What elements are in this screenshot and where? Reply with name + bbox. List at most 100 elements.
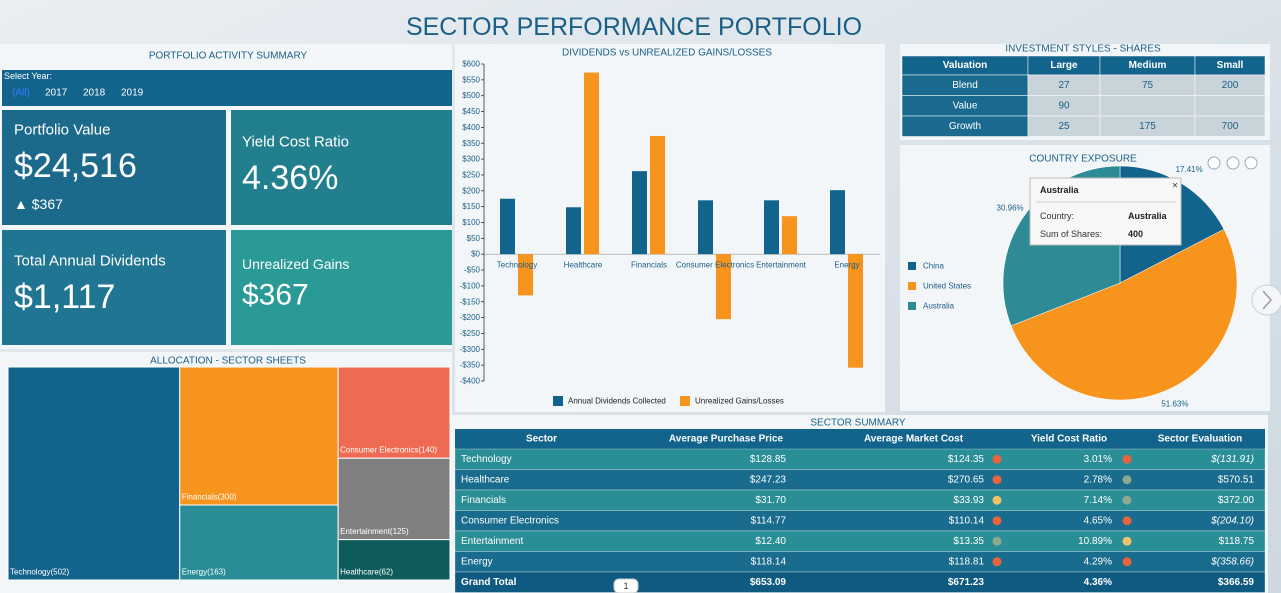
x-tick-label: Healthcare: [564, 261, 603, 270]
bar: [500, 198, 515, 255]
panel-title: SECTOR SUMMARY: [810, 418, 906, 429]
slice-label: 51.63%: [1161, 400, 1188, 409]
expand-icon[interactable]: [1207, 156, 1221, 170]
table-row: [454, 448, 1266, 470]
legend-swatch: [680, 396, 690, 406]
legend-swatch: [908, 282, 916, 290]
year-option[interactable]: 2018: [83, 88, 106, 99]
kpi-value: $1,117: [14, 278, 115, 316]
kpi-tile: [231, 230, 452, 345]
y-tick-label: -$100: [460, 281, 481, 290]
pager-number[interactable]: 1: [623, 581, 628, 591]
panel: [455, 44, 885, 412]
cell-text: Entertainment: [461, 536, 523, 547]
pager[interactable]: [613, 578, 639, 593]
status-dot: [992, 454, 1002, 464]
cell-text: $13.35: [953, 536, 984, 547]
legend-label: Australia: [923, 302, 955, 311]
treemap-cell: [337, 366, 451, 459]
treemap-cell: [179, 504, 339, 581]
cell-text: $118.14: [751, 556, 787, 567]
status-dot: [1122, 495, 1132, 505]
y-tick-label: $600: [462, 60, 480, 69]
cell-text: $570.51: [1218, 474, 1255, 485]
cell-text: Energy: [461, 556, 493, 567]
status-dot: [992, 557, 1002, 567]
legend-label: United States: [923, 282, 971, 291]
y-tick-label: $50: [467, 234, 481, 243]
year-selector: [2, 70, 452, 106]
status-dot: [992, 495, 1002, 505]
content: $600 $550 $500 $450 $400 $350 $300 $250 $200 $150…: [7, 55, 1266, 593]
year-option[interactable]: (All): [12, 88, 30, 99]
kpi-tile: [2, 110, 226, 225]
export-icon[interactable]: [1226, 156, 1240, 170]
legend-swatch: [553, 396, 563, 406]
cell-text: $247.23: [750, 474, 787, 485]
year-option[interactable]: 2017: [45, 88, 68, 99]
kpi-tile: [231, 110, 452, 225]
tooltip-value: 400: [1128, 229, 1143, 239]
table-row: [454, 551, 1266, 573]
chart-title: DIVIDENDS vs UNREALIZED GAINS/LOSSES: [562, 48, 772, 59]
status-dot: [992, 475, 1002, 485]
panel-title: PORTFOLIO ACTIVITY SUMMARY: [149, 51, 308, 62]
pie-slice: [1010, 228, 1238, 401]
y-tick-label: $450: [462, 107, 480, 116]
y-tick-label: $150: [462, 202, 480, 211]
cell-text: Consumer Electronics: [461, 515, 559, 526]
cell-text: $(358.66): [1210, 556, 1254, 567]
treemap-cell: [337, 539, 451, 581]
bar: [650, 135, 665, 255]
x-tick-label: Financials: [631, 261, 667, 270]
cell-text: $372.00: [1218, 495, 1255, 506]
table-row: [454, 469, 1266, 491]
panel-title: ALLOCATION - SECTOR SHEETS: [150, 356, 306, 367]
table-cell: [1099, 95, 1196, 117]
status-dot: [992, 536, 1002, 546]
y-tick-label: $500: [462, 91, 480, 100]
cell-text: Growth: [949, 121, 981, 132]
cell-text: 7.14%: [1084, 495, 1112, 506]
panel-title: INVESTMENT STYLES - SHARES: [1005, 44, 1161, 55]
cell-text: $12.40: [755, 536, 786, 547]
cell-text: Value: [953, 100, 978, 111]
bar: [782, 216, 797, 255]
year-option[interactable]: 2019: [121, 88, 144, 99]
tooltip-title: Australia: [1040, 185, 1080, 195]
cell-text: Technology: [461, 454, 512, 465]
tooltip-key: Sum of Shares:: [1040, 229, 1102, 239]
status-dot: [992, 516, 1002, 526]
cell-text: 4.65%: [1084, 515, 1112, 526]
header-text: Sector Evaluation: [1158, 434, 1242, 445]
cell-text: Healthcare: [461, 474, 510, 485]
cell-text: $33.93: [953, 495, 984, 506]
cell-text: $114.77: [751, 515, 787, 526]
bar: [584, 72, 599, 255]
cell-text: $118.75: [1219, 536, 1255, 547]
y-tick-label: $300: [462, 155, 480, 164]
cell-text: 175: [1139, 121, 1156, 132]
y-tick-label: $550: [462, 75, 480, 84]
table-row: [454, 489, 1266, 511]
legend-label: China: [923, 262, 944, 271]
cell-label: Entertainment(125): [340, 527, 409, 536]
cell-text: $(131.91): [1210, 454, 1254, 465]
y-tick-label: -$150: [460, 297, 481, 306]
kpi-label: Total Annual Dividends: [14, 253, 166, 270]
cell-text: 700: [1222, 121, 1239, 132]
next-arrow[interactable]: [1251, 284, 1281, 316]
y-tick-label: -$300: [460, 345, 481, 354]
header-text: Average Purchase Price: [669, 434, 784, 445]
header-text: Valuation: [943, 60, 987, 71]
cell-text: 4.36%: [1084, 577, 1112, 588]
x-tick-label: Energy: [834, 261, 859, 270]
cell-text: Grand Total: [461, 577, 517, 588]
next-arrow-icon: [1262, 290, 1273, 310]
kpi-value: 4.36%: [242, 159, 338, 197]
bar: [566, 207, 581, 255]
collapse-icon[interactable]: [1244, 156, 1258, 170]
y-tick-label: -$50: [464, 266, 481, 275]
table-row: [454, 571, 1266, 593]
cell-text: 25: [1058, 121, 1070, 132]
